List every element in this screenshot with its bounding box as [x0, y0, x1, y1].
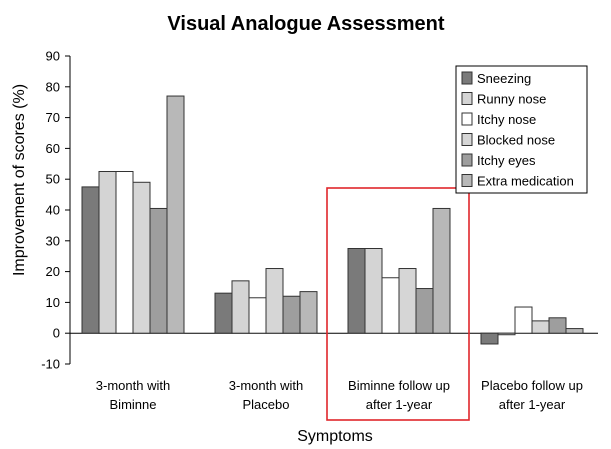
bar-extra-medication [166, 95, 185, 334]
bar-blocked-nose [132, 181, 151, 334]
legend-swatch [461, 153, 473, 167]
bar-itchy-nose [381, 277, 400, 334]
legend-swatch [461, 133, 473, 146]
category-label: 3-month with [229, 378, 303, 393]
highlight-rectangle [326, 187, 470, 421]
bar-itchy-nose [514, 306, 533, 334]
category-label: Biminne [110, 397, 157, 412]
category-label: Placebo follow up [481, 378, 583, 393]
bar-sneezing [214, 292, 233, 334]
bar-sneezing [480, 332, 499, 345]
y-tick-label: 90 [46, 49, 60, 64]
bar-itchy-eyes [149, 207, 168, 334]
bar-extra-medication [565, 328, 584, 334]
category-label: 3-month with [96, 378, 170, 393]
bar-blocked-nose [265, 268, 284, 334]
y-tick-label: 20 [46, 264, 60, 279]
bar-blocked-nose [531, 320, 550, 334]
y-tick-label: 60 [46, 141, 60, 156]
x-axis-label: Symptoms [297, 428, 373, 445]
legend-swatch [461, 92, 473, 105]
y-tick-label: 80 [46, 79, 60, 94]
legend-swatch [461, 112, 473, 126]
y-tick-label: 40 [46, 203, 60, 218]
category-label: after 1-year [366, 397, 433, 412]
bar-itchy-nose [248, 297, 267, 334]
y-tick-label: 50 [46, 172, 60, 187]
bar-blocked-nose [398, 268, 417, 334]
legend-box [455, 65, 588, 194]
bar-itchy-eyes [415, 288, 434, 334]
bar-extra-medication [432, 207, 451, 334]
legend-label: Extra medication [477, 174, 574, 189]
y-tick-label: 0 [53, 326, 60, 341]
legend-label: Runny nose [477, 92, 546, 107]
bar-itchy-nose [115, 171, 134, 334]
bar-runny-nose [98, 171, 117, 334]
bar-extra-medication [299, 291, 318, 334]
y-tick-label: 70 [46, 110, 60, 125]
legend-swatch [461, 71, 473, 85]
y-tick-label: 30 [46, 233, 60, 248]
bar-itchy-eyes [282, 295, 301, 334]
chart-title: Visual Analogue Assessment [167, 13, 444, 35]
y-tick-label: 10 [46, 295, 60, 310]
bar-sneezing [347, 248, 366, 334]
category-label: Biminne follow up [348, 378, 450, 393]
bar-sneezing [81, 186, 100, 334]
bar-itchy-eyes [548, 317, 567, 334]
bar-runny-nose [497, 332, 516, 336]
y-axis-label: Improvement of scores (%) [11, 84, 28, 276]
legend-label: Sneezing [477, 71, 531, 86]
axes: -10 0 10 20 30 40 50 60 70 80 90 3-month with Biminn… [41, 49, 598, 412]
bars [81, 95, 584, 345]
legend: Sneezing Runny nose Itchy nose Blocked nose… [455, 65, 588, 194]
category-label: Placebo [243, 397, 290, 412]
bar-runny-nose [364, 248, 383, 334]
legend-label: Blocked nose [477, 133, 555, 148]
bar-runny-nose [231, 280, 250, 334]
legend-swatch [461, 174, 473, 187]
category-label: after 1-year [499, 397, 566, 412]
highlight-box [326, 187, 470, 421]
legend-label: Itchy nose [477, 112, 536, 127]
y-tick-label: -10 [41, 357, 60, 372]
legend-label: Itchy eyes [477, 153, 536, 168]
